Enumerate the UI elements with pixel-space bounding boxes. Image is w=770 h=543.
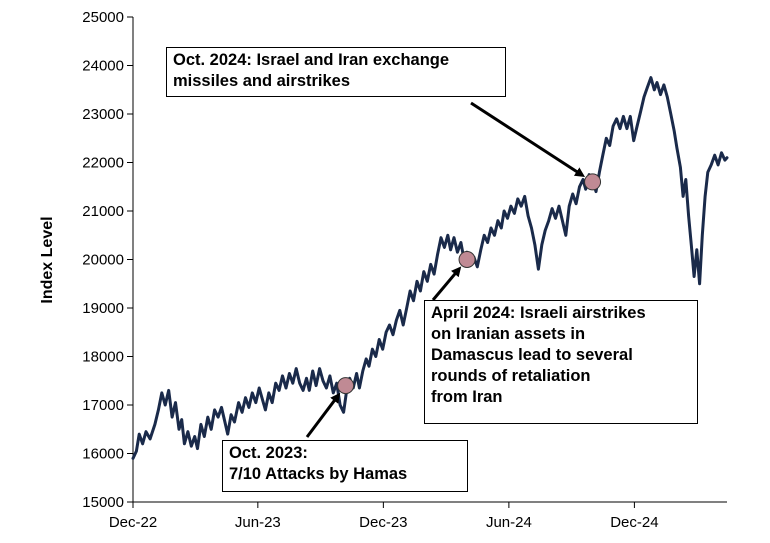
y-axis-title: Index Level — [39, 216, 56, 303]
annotation-arrows — [305, 101, 586, 438]
annotation-line: Oct. 2023: — [229, 444, 308, 462]
annotation-line: rounds of retaliation — [431, 367, 591, 385]
x-tick-label: Dec-22 — [109, 514, 157, 531]
annotation-markers — [337, 173, 602, 395]
y-tick-label: 22000 — [82, 155, 124, 172]
x-tick-label: Dec-24 — [610, 514, 658, 531]
y-tick-label: 25000 — [82, 9, 124, 26]
y-tick-label: 23000 — [82, 106, 124, 123]
annotation-oct-2024: Oct. 2024: Israel and Iran exchange miss… — [166, 47, 506, 97]
series-line — [131, 76, 729, 460]
y-tick-label: 21000 — [82, 203, 124, 220]
annotation-line: from Iran — [431, 388, 503, 406]
annotation-line: on Iranian assets in — [431, 325, 586, 343]
axes: 15000 16000 17000 18000 19000 20000 21000 22000… — [82, 9, 727, 531]
y-tick-label: 24000 — [82, 58, 124, 75]
y-tick-label: 16000 — [82, 446, 124, 463]
y-tick-label: 15000 — [82, 494, 124, 511]
annotation-line: Damascus lead to several — [431, 346, 633, 364]
annotation-arrow — [305, 392, 341, 438]
annotation-line: April 2024: Israeli airstrikes — [431, 304, 646, 322]
annotation-arrow — [470, 101, 586, 178]
annotation-oct-2023: Oct. 2023: 7/10 Attacks by Hamas — [222, 440, 468, 492]
x-tick-label: Dec-23 — [359, 514, 407, 531]
y-tick-label: 19000 — [82, 300, 124, 317]
annotation-line: missiles and airstrikes — [173, 72, 351, 90]
y-tick-label: 18000 — [82, 349, 124, 366]
event-marker — [584, 173, 602, 191]
annotation-arrow — [431, 266, 462, 301]
plot-area — [131, 76, 729, 460]
x-tick-label: Jun-24 — [486, 514, 532, 531]
x-tick-label: Jun-23 — [235, 514, 281, 531]
event-marker — [458, 251, 476, 268]
annotation-line: 7/10 Attacks by Hamas — [229, 465, 408, 483]
y-tick-label: 17000 — [82, 397, 124, 414]
y-tick-label: 20000 — [82, 252, 124, 269]
event-marker — [337, 377, 355, 395]
annotation-line: Oct. 2024: Israel and Iran exchange — [173, 51, 450, 69]
annotation-april-2024: April 2024: Israeli airstrikes on Irania… — [424, 300, 698, 424]
